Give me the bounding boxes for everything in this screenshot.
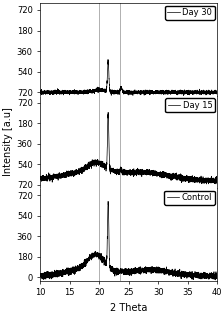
- Legend: Day 30: Day 30: [165, 6, 215, 20]
- X-axis label: 2 Theta: 2 Theta: [110, 303, 147, 312]
- Y-axis label: Intensity [a.u]: Intensity [a.u]: [2, 108, 13, 176]
- Legend: Day 15: Day 15: [165, 98, 215, 112]
- Legend: Control: Control: [164, 191, 215, 205]
